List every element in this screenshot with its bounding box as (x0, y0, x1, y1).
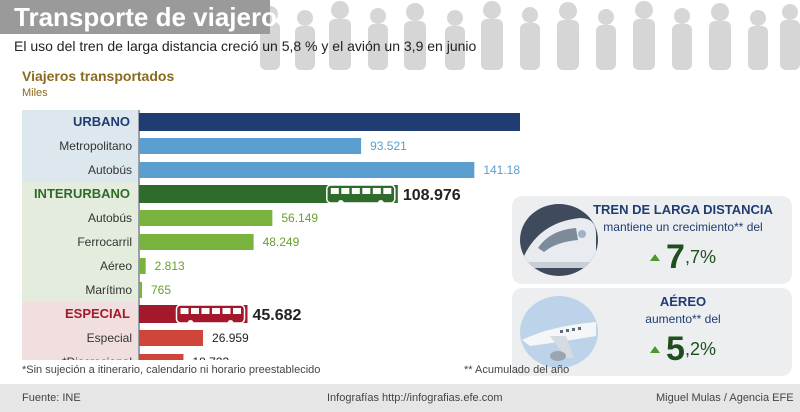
row-label: Especial (87, 331, 132, 345)
row-label: INTERURBANO (34, 186, 130, 201)
group-panel-urbano (22, 110, 138, 182)
bus-window (330, 188, 339, 194)
value-label: 26.959 (212, 331, 249, 345)
bar-interurbano-5 (139, 234, 254, 250)
bus-icon (326, 184, 396, 204)
card-title: AÉREO (659, 294, 707, 309)
bar-urbano-0 (139, 113, 520, 131)
card-subtitle: mantiene un crecimiento** del (603, 220, 763, 234)
row-label: *Discrecional (62, 355, 132, 360)
card-value: 5,2% (574, 330, 792, 369)
bar-urbano-2 (139, 162, 475, 178)
bar-urbano-1 (139, 138, 362, 154)
bus-window (383, 188, 392, 194)
bar-interurbano-4 (139, 210, 273, 226)
value-label: 45.682 (252, 307, 301, 324)
airplane-icon (520, 296, 598, 368)
group-panel-interurbano (22, 182, 138, 302)
card-value: 7,7% (574, 238, 792, 277)
bus-window (180, 308, 189, 314)
chart-unit: Miles (22, 87, 48, 99)
bus-window (351, 188, 360, 194)
group-panel-especial (22, 302, 138, 360)
card-value-decimal: ,2% (684, 339, 716, 359)
bus-window (362, 188, 371, 194)
train-icon (520, 204, 598, 276)
bus-window (190, 308, 199, 314)
row-label: Marítimo (85, 283, 132, 297)
card-aereo: AÉREO aumento** del 5,2% (512, 288, 792, 376)
bus-icon (175, 304, 246, 324)
crowd-silhouette (260, 1, 800, 70)
bar-especial-10 (139, 354, 184, 360)
bus-wheel (187, 320, 194, 326)
note-discrecional: *Sin sujeción a itinerario, calendario n… (22, 364, 321, 376)
bus-window (372, 188, 381, 194)
card-subtitle: aumento** del (645, 312, 721, 326)
value-label: 765 (151, 283, 171, 297)
bus-window (211, 308, 220, 314)
bus-wheel (337, 200, 344, 206)
card-value-integer: 5 (666, 330, 685, 368)
bus-window (222, 308, 231, 314)
value-label: 141.187 (483, 163, 520, 177)
bus-wheel (377, 200, 384, 206)
title-band (0, 0, 270, 34)
bar-interurbano-7 (139, 282, 142, 298)
value-label: 56.149 (281, 211, 318, 225)
bus-window (341, 188, 350, 194)
value-label: 93.521 (370, 139, 407, 153)
page-subtitle: El uso del tren de larga distancia creci… (14, 38, 477, 54)
bar-especial-9 (139, 330, 204, 346)
row-label: Aéreo (100, 259, 132, 273)
up-arrow-icon (650, 254, 661, 261)
row-label: ESPECIAL (65, 306, 130, 321)
row-label: Autobús (88, 211, 132, 225)
row-label: Metropolitano (59, 139, 132, 153)
up-arrow-icon (650, 346, 661, 353)
card-tren-larga-distancia: TREN DE LARGA DISTANCIA mantiene un crec… (512, 196, 792, 284)
card-value-decimal: ,7% (684, 247, 716, 267)
note-acumulado: ** Acumulado del año (464, 364, 570, 376)
value-label: 48.249 (263, 235, 300, 249)
page-title: Transporte de viajeros (14, 2, 292, 32)
card-value-integer: 7 (666, 238, 685, 276)
chart-title: Viajeros transportados (22, 68, 175, 84)
footer-source: Fuente: INE (22, 392, 81, 404)
row-label: URBANO (73, 114, 130, 129)
bar-chart: URBANO234.707Metropolitano93.521Autobús1… (22, 110, 520, 360)
row-label: Autobús (88, 163, 132, 177)
row-label: Ferrocarril (77, 235, 132, 249)
footer-credit: Miguel Mulas / Agencia EFE (656, 392, 794, 404)
value-label: 108.976 (403, 187, 461, 204)
bus-wheel (227, 320, 234, 326)
value-label: 2.813 (155, 259, 185, 273)
footer-center: Infografías http://infografias.efe.com (327, 392, 503, 404)
bus-window (232, 308, 241, 314)
value-label: 18.723 (192, 355, 229, 360)
bar-interurbano-6 (139, 258, 146, 274)
card-title: TREN DE LARGA DISTANCIA (593, 202, 773, 217)
bus-window (201, 308, 210, 314)
footer: Fuente: INE Infografías http://infografi… (0, 384, 800, 412)
